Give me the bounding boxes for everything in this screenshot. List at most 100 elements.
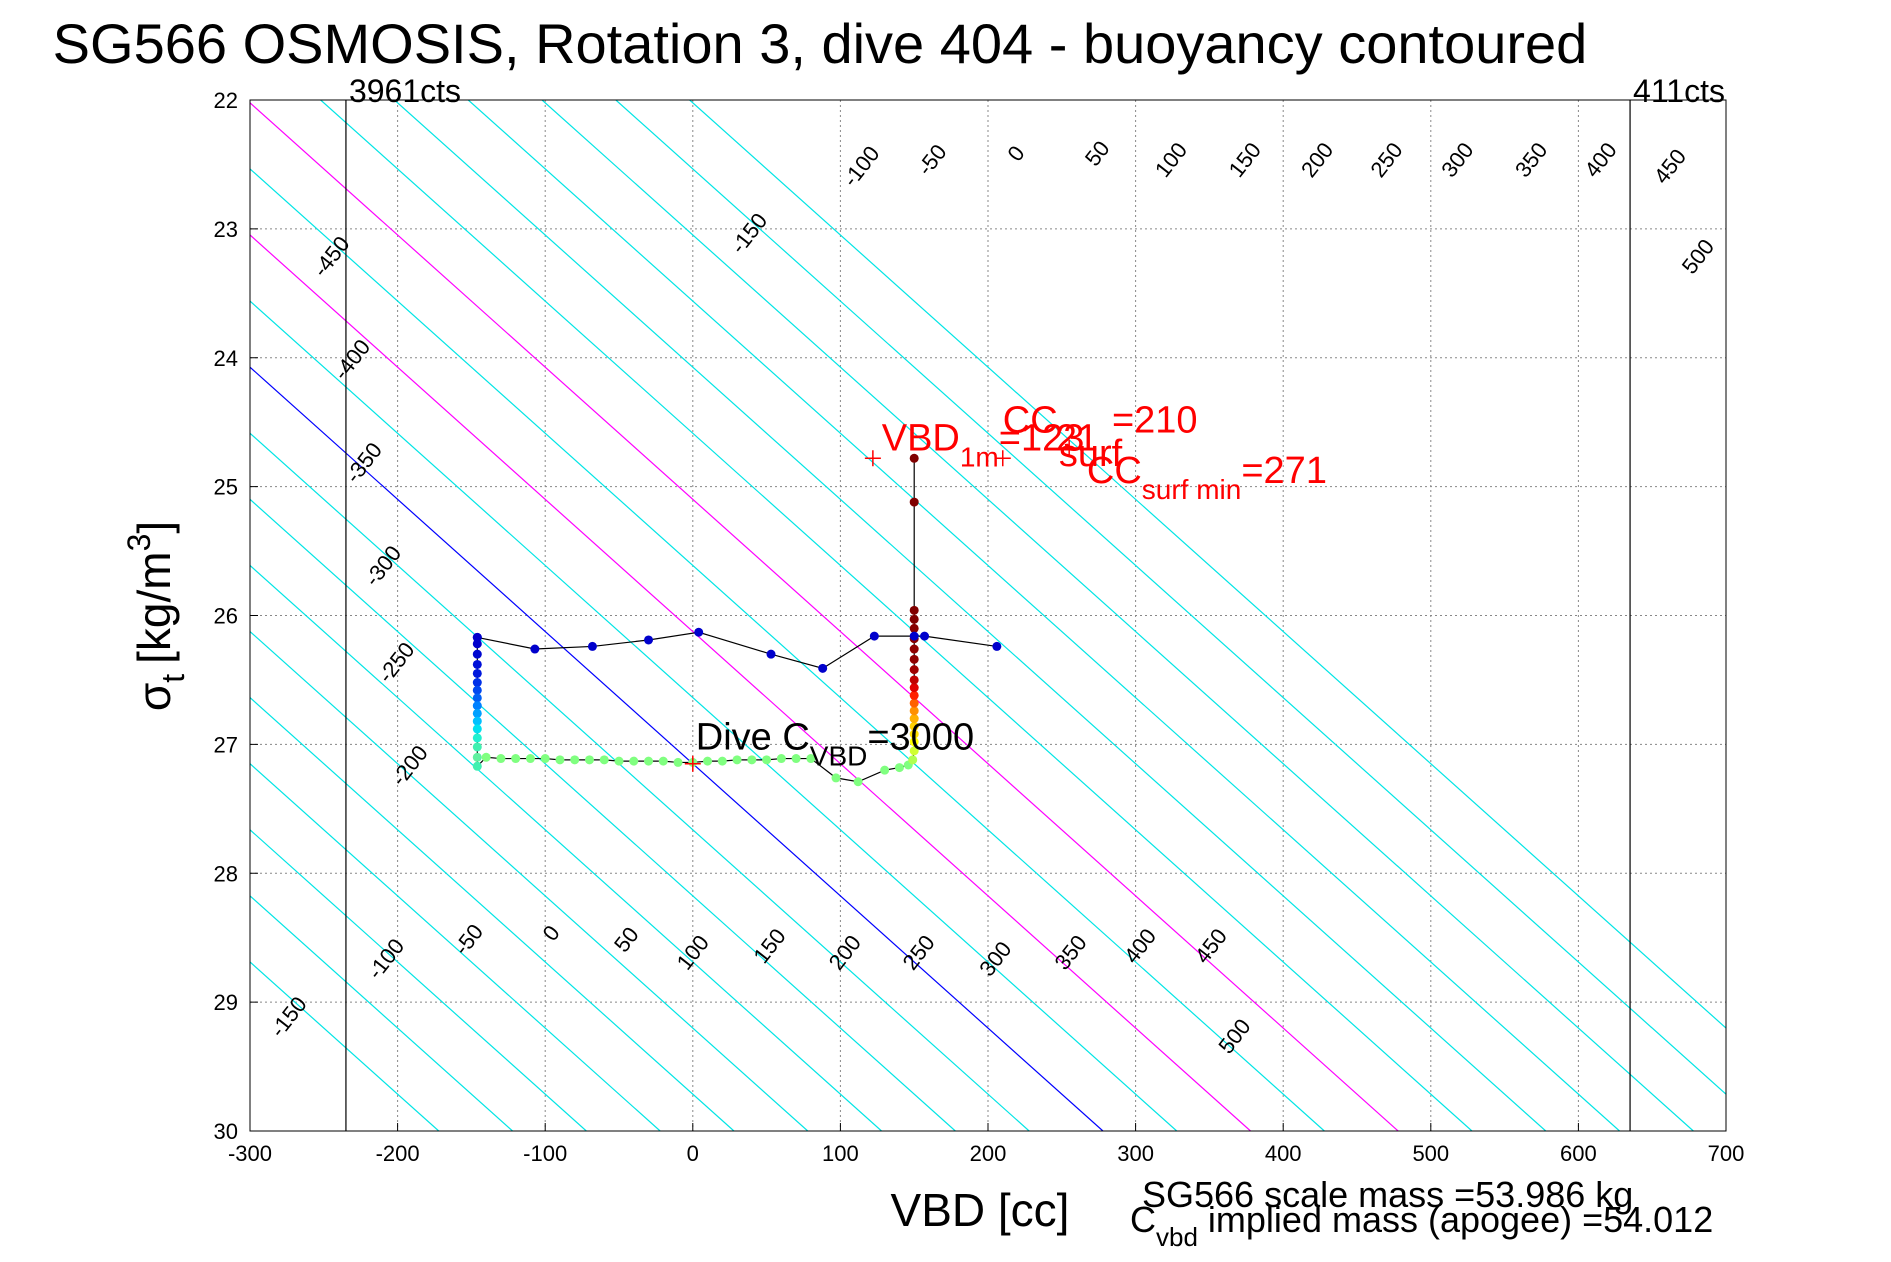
limit-label: 411cts	[1633, 73, 1725, 109]
plus-marker	[684, 755, 701, 772]
annotation-rest: =3000	[867, 717, 974, 759]
dive-point	[511, 754, 521, 764]
dive-point	[540, 754, 550, 764]
plus-marker	[994, 450, 1011, 467]
y-tick-label: 30	[214, 1119, 238, 1144]
top-point	[818, 663, 828, 673]
top-point	[869, 631, 879, 641]
dive-point	[909, 654, 919, 664]
contour-line	[467, 100, 1620, 1131]
dive-point	[472, 678, 482, 688]
dive-point	[776, 754, 786, 764]
y-tick-label: 24	[214, 346, 238, 371]
dive-point	[472, 733, 482, 743]
contour-line	[250, 168, 1325, 1131]
dive-point	[732, 755, 742, 765]
contour-line	[250, 366, 1104, 1131]
axis-ticks: -300 -200 -100 0 100 200 300 400 500 600 700 22 23 24…	[214, 88, 1745, 1166]
annotation-main: CC	[1087, 450, 1142, 492]
annotation-main: Dive C	[696, 717, 810, 759]
top-point	[766, 649, 776, 659]
y-tick-label: 23	[214, 217, 238, 242]
dive-points	[472, 453, 1002, 787]
contour-line	[250, 630, 809, 1131]
top-point	[694, 627, 704, 637]
limit-label: 3961cts	[349, 73, 461, 109]
dive-point	[481, 752, 491, 762]
dive-point	[717, 756, 727, 766]
x-tick-label: 700	[1708, 1141, 1745, 1166]
contour-line	[320, 100, 1473, 1131]
x-tick-label: -300	[228, 1141, 272, 1166]
dive-point	[629, 756, 639, 766]
dive-cvbd-annotation: Dive CVBD=3000	[696, 717, 974, 772]
dive-point	[472, 649, 482, 659]
red-annotation: 21	[1056, 418, 1098, 460]
annotation-main: VBD	[882, 418, 960, 460]
dive-point	[472, 742, 482, 752]
contour-line	[250, 696, 735, 1131]
annotation-rest: =210	[1112, 399, 1198, 441]
dive-point	[658, 756, 668, 766]
dive-point	[472, 761, 482, 771]
dive-point	[472, 685, 482, 695]
top-point	[920, 631, 930, 641]
dive-point	[909, 665, 919, 675]
contour-line	[250, 895, 513, 1131]
y-label-sigma: σ	[128, 683, 180, 711]
dive-point	[909, 605, 919, 615]
dive-point	[909, 623, 919, 633]
x-tick-label: 600	[1560, 1141, 1597, 1166]
dive-point	[703, 756, 713, 766]
annotation-rest: =271	[1241, 450, 1327, 492]
red-annotation: CC	[1003, 399, 1058, 441]
dive-point	[806, 754, 816, 764]
dive-point	[472, 752, 482, 762]
implied-mass-sub: vbd	[1156, 1222, 1198, 1252]
dive-point	[909, 675, 919, 685]
dive-point	[909, 698, 919, 708]
dive-point	[909, 706, 919, 716]
implied-mass-rest: implied mass (apogee) =54.012	[1198, 1199, 1713, 1240]
top-point	[530, 644, 540, 654]
x-tick-label: 0	[687, 1141, 699, 1166]
dive-point	[584, 755, 594, 765]
annotation-rest: 21	[1056, 418, 1098, 460]
dive-point	[909, 746, 919, 756]
implied-mass-main: C	[1130, 1199, 1156, 1240]
y-tick-label: 26	[214, 604, 238, 629]
dive-point	[525, 754, 535, 764]
scale-mass-note: SG566 scale mass =53.986 kg	[1142, 1174, 1633, 1215]
dive-point	[644, 756, 654, 766]
dive-point	[853, 777, 863, 787]
dive-point	[880, 765, 890, 775]
vbd-limit-lines: 3961cts 411cts	[345, 73, 1725, 1131]
contour-line	[250, 762, 661, 1131]
dive-point	[496, 754, 506, 764]
x-tick-label: -200	[376, 1141, 420, 1166]
x-tick-label: -100	[523, 1141, 567, 1166]
dive-point	[472, 724, 482, 734]
annotation-rest: surf	[1059, 433, 1123, 475]
contour-line	[615, 100, 1726, 1095]
dive-point	[472, 708, 482, 718]
plus-marker	[1061, 439, 1078, 456]
contour-line	[250, 432, 1030, 1131]
y-tick-label: 22	[214, 88, 238, 113]
red-annotation: surf	[1059, 433, 1123, 475]
dive-point	[555, 755, 565, 765]
buoyancy-contours	[250, 100, 1726, 1131]
dive-point	[894, 763, 904, 773]
y-label-sup: 3	[121, 534, 157, 552]
y-tick-label: 29	[214, 990, 238, 1015]
dive-point	[909, 497, 919, 507]
top-point	[587, 641, 597, 651]
dive-point	[909, 721, 919, 731]
y-label-sub: t	[155, 674, 191, 683]
dive-point	[909, 644, 919, 654]
contour-line	[250, 564, 882, 1131]
